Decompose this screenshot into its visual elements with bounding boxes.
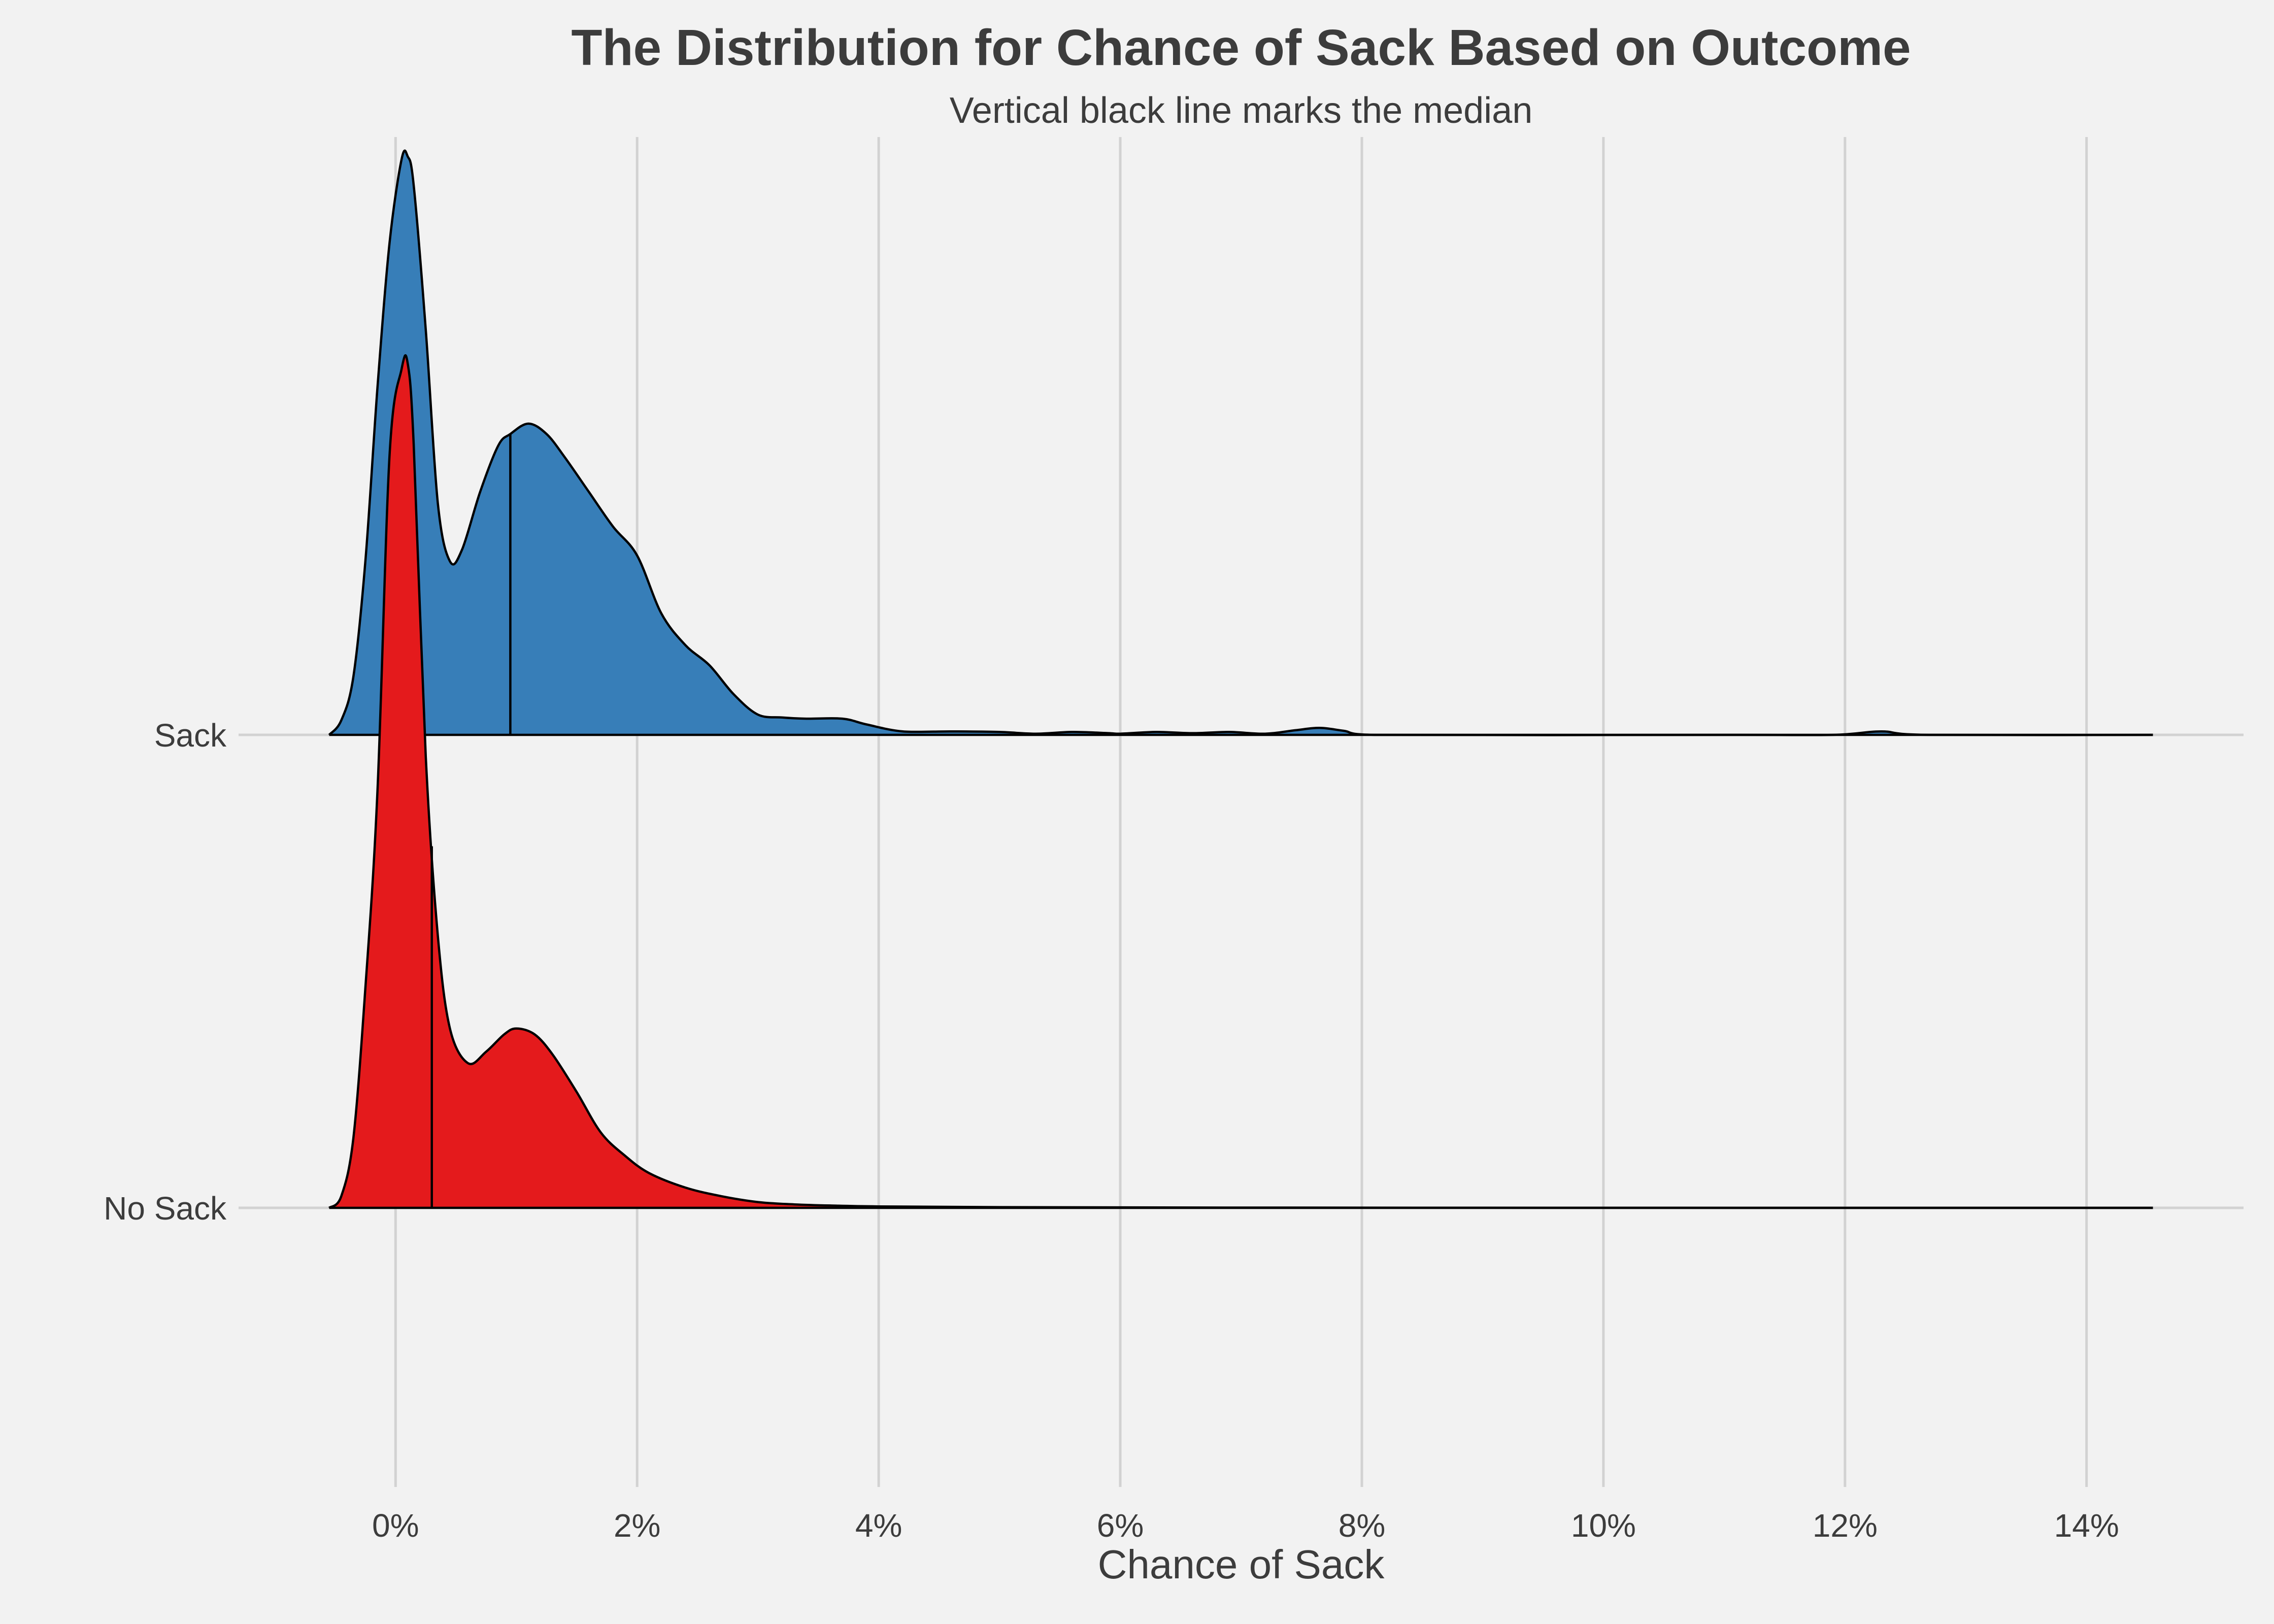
x-tick-label: 8% xyxy=(1339,1507,1386,1544)
y-tick-label: No Sack xyxy=(104,1190,227,1227)
density-outline xyxy=(328,354,2153,1209)
x-tick-label: 14% xyxy=(2054,1507,2119,1544)
chart-subtitle: Vertical black line marks the median xyxy=(950,90,1533,131)
y-tick-label: Sack xyxy=(154,717,227,754)
x-tick-label: 6% xyxy=(1097,1507,1144,1544)
x-tick-label: 4% xyxy=(855,1507,902,1544)
x-tick-label: 12% xyxy=(1813,1507,1878,1544)
density-outline xyxy=(328,149,2153,736)
density-ridges xyxy=(328,149,2153,1209)
x-axis-tick-labels: 0% 2% 4% 6% 8% 10% 12% 14% xyxy=(372,1507,2119,1544)
chart-title: The Distribution for Chance of Sack Base… xyxy=(571,19,1911,76)
x-tick-label: 10% xyxy=(1571,1507,1636,1544)
density-area xyxy=(329,150,2153,735)
gridlines xyxy=(239,137,2244,1487)
x-tick-label: 0% xyxy=(372,1507,419,1544)
y-axis-labels: Sack No Sack xyxy=(104,717,227,1227)
ridge-sack xyxy=(328,149,2153,736)
density-area xyxy=(329,355,2153,1208)
x-tick-label: 2% xyxy=(614,1507,661,1544)
ridge-no-sack xyxy=(328,354,2153,1209)
x-axis-label: Chance of Sack xyxy=(1098,1542,1385,1587)
